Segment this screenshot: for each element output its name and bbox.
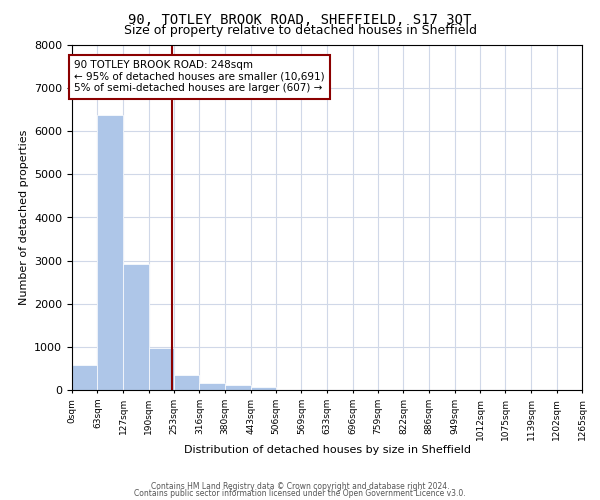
Bar <box>72 366 97 390</box>
Bar <box>251 387 276 390</box>
Text: Contains HM Land Registry data © Crown copyright and database right 2024.: Contains HM Land Registry data © Crown c… <box>151 482 449 491</box>
Bar <box>97 116 123 390</box>
Bar <box>199 384 225 390</box>
Text: 90 TOTLEY BROOK ROAD: 248sqm
← 95% of detached houses are smaller (10,691)
5% of: 90 TOTLEY BROOK ROAD: 248sqm ← 95% of de… <box>74 60 325 94</box>
Bar <box>123 264 149 390</box>
Bar <box>174 375 199 390</box>
Bar <box>149 348 174 390</box>
X-axis label: Distribution of detached houses by size in Sheffield: Distribution of detached houses by size … <box>184 446 470 456</box>
Text: Size of property relative to detached houses in Sheffield: Size of property relative to detached ho… <box>124 24 476 37</box>
Text: Contains public sector information licensed under the Open Government Licence v3: Contains public sector information licen… <box>134 489 466 498</box>
Text: 90, TOTLEY BROOK ROAD, SHEFFIELD, S17 3QT: 90, TOTLEY BROOK ROAD, SHEFFIELD, S17 3Q… <box>128 12 472 26</box>
Y-axis label: Number of detached properties: Number of detached properties <box>19 130 29 305</box>
Bar <box>225 386 251 390</box>
